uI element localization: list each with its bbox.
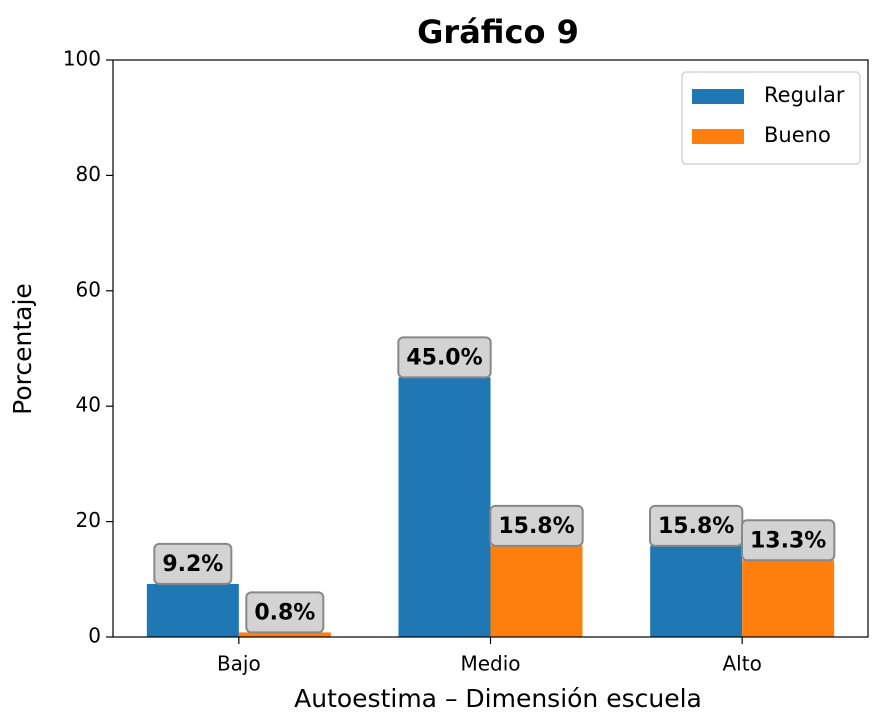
legend-swatch xyxy=(692,129,744,144)
y-tick-label: 20 xyxy=(76,508,101,532)
legend-swatch xyxy=(692,89,744,104)
bar xyxy=(742,560,835,637)
data-label: 9.2% xyxy=(162,552,223,577)
data-label-box xyxy=(397,336,492,379)
data-label-group: 9.2% xyxy=(153,542,233,585)
legend-label: Bueno xyxy=(764,123,831,147)
x-tick-label: Bajo xyxy=(217,652,261,676)
x-axis-label: Autoestima – Dimensión escuela xyxy=(294,684,702,713)
chart-title: Gráfico 9 xyxy=(417,13,579,51)
y-tick-label: 40 xyxy=(76,393,101,417)
data-label: 15.8% xyxy=(658,514,734,539)
data-label: 15.8% xyxy=(498,514,574,539)
data-label: 0.8% xyxy=(254,600,315,625)
data-label-group: 0.8% xyxy=(245,591,325,634)
x-tick-label: Alto xyxy=(723,652,762,676)
x-tick-label: Medio xyxy=(460,652,520,676)
data-label-box xyxy=(153,542,233,585)
data-label-box xyxy=(741,519,836,562)
legend-label: Regular xyxy=(764,83,845,107)
data-label-box xyxy=(489,504,584,547)
bar xyxy=(146,583,239,637)
y-tick-label: 60 xyxy=(76,277,101,301)
bar xyxy=(650,545,743,637)
data-label-group: 15.8% xyxy=(649,504,744,547)
data-label: 45.0% xyxy=(406,345,482,370)
data-label-group: 45.0% xyxy=(397,336,492,379)
plot-frame xyxy=(112,59,869,638)
data-label-box xyxy=(245,591,325,634)
bar xyxy=(238,632,331,637)
data-label: 13.3% xyxy=(750,528,826,553)
data-label-group: 13.3% xyxy=(741,519,836,562)
y-tick-label: 0 xyxy=(88,624,101,648)
y-axis-label: Porcentaje xyxy=(8,283,37,415)
bar xyxy=(490,545,583,637)
bar xyxy=(398,377,491,637)
y-tick-label: 100 xyxy=(63,47,101,71)
data-label-group: 15.8% xyxy=(489,504,584,547)
y-tick-label: 80 xyxy=(76,162,101,186)
